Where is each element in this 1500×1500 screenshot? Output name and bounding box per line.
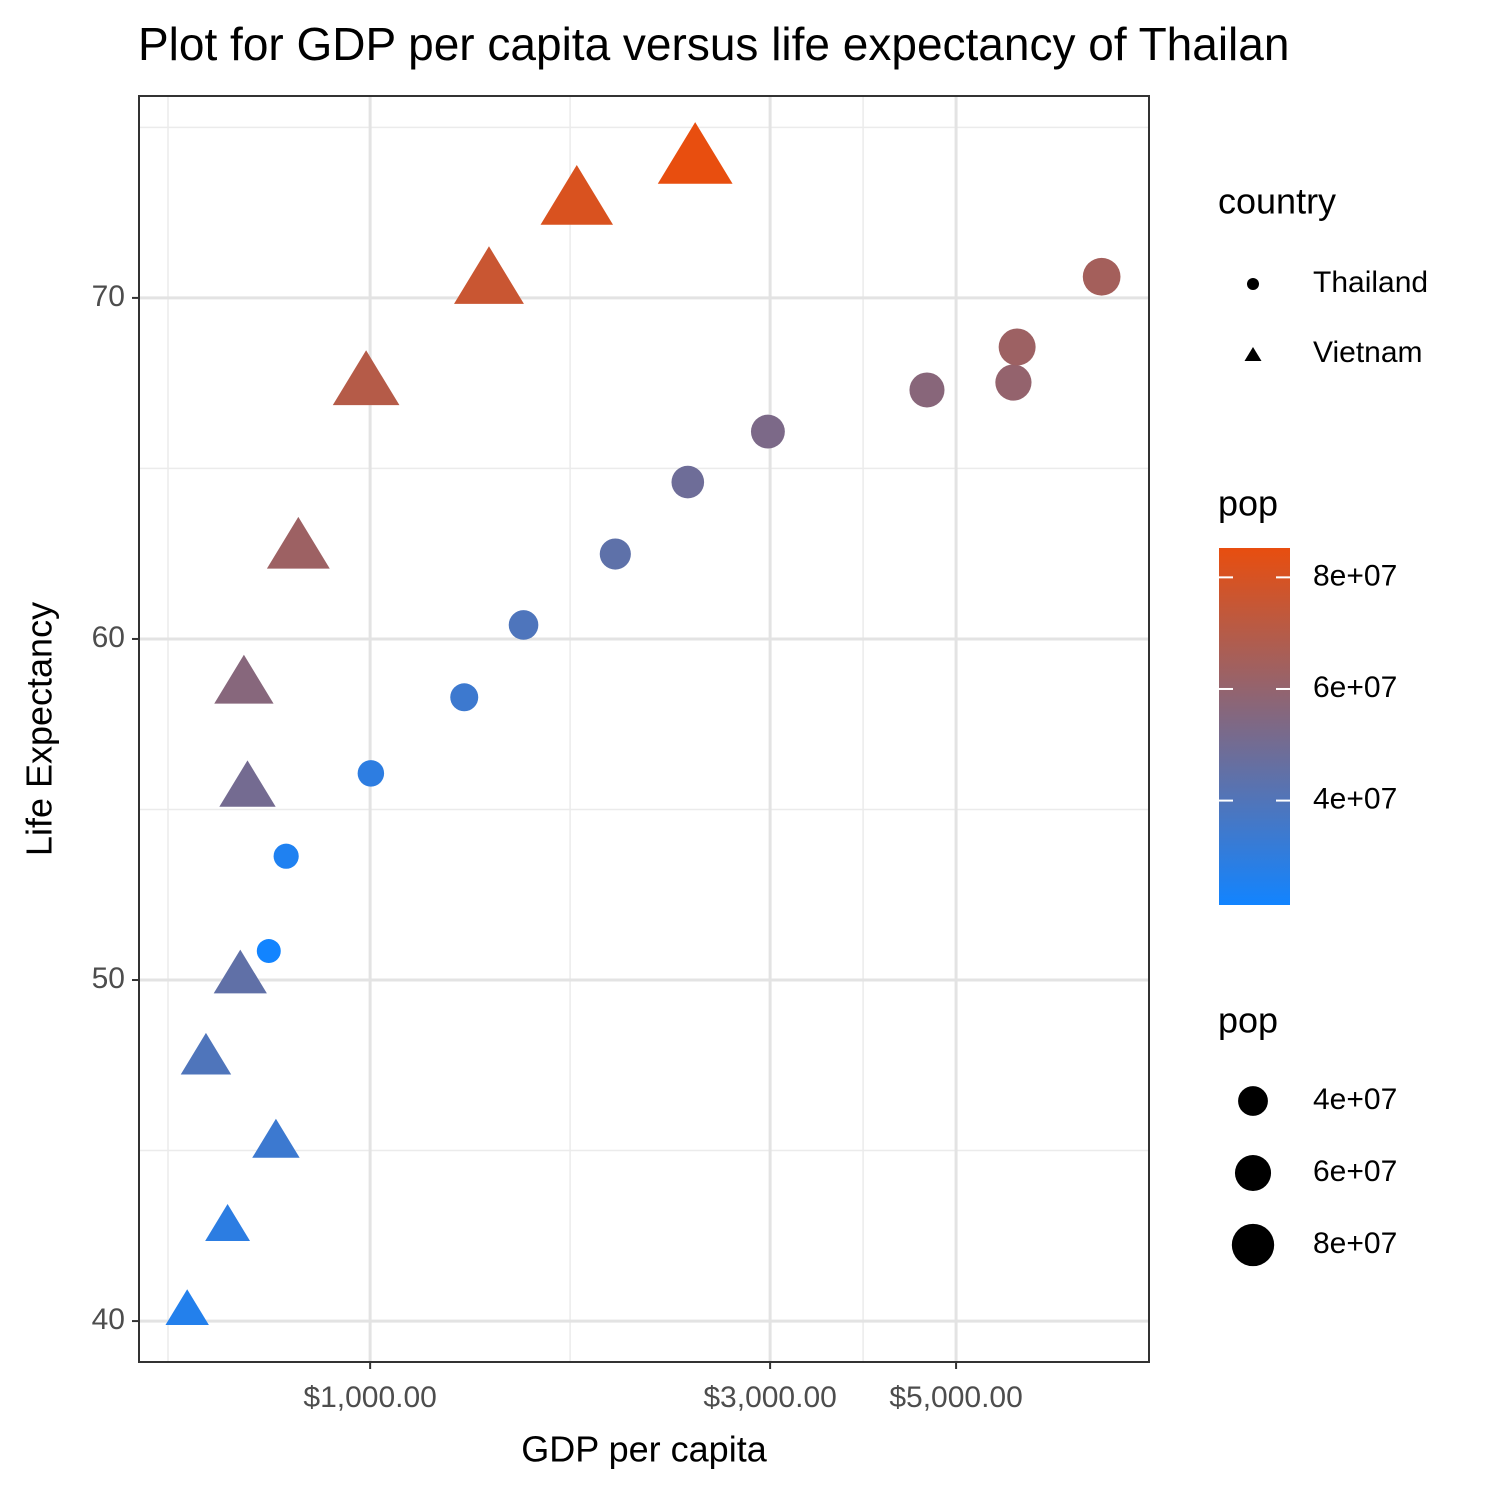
triangle-point	[214, 654, 274, 704]
x-axis-title: GDP per capita	[521, 1429, 767, 1470]
legend-label: Vietnam	[1313, 336, 1423, 369]
legend-label: 6e+07	[1313, 1155, 1397, 1188]
size-legend-key	[1238, 1086, 1268, 1116]
triangle-point	[657, 122, 733, 184]
triangle-point	[219, 760, 276, 807]
triangle-point	[252, 1118, 300, 1158]
triangle-point	[213, 949, 267, 994]
triangle-point	[540, 165, 614, 225]
y-tick-label: 60	[92, 621, 125, 654]
circle-point	[450, 683, 479, 712]
circle-point	[599, 538, 631, 570]
y-tick-label: 50	[92, 962, 125, 995]
triangle-point	[205, 1204, 251, 1241]
circle-point	[1082, 257, 1121, 296]
size-legend-key	[1234, 1154, 1272, 1192]
legend-label: 6e+07	[1313, 671, 1397, 704]
legend-label: 4e+07	[1313, 783, 1397, 816]
legend-label: 8e+07	[1313, 1227, 1397, 1260]
circle-point	[909, 372, 945, 408]
x-tick-label: $3,000.00	[703, 1381, 836, 1414]
legend-label: Thailand	[1313, 266, 1428, 299]
x-tick-label: $1,000.00	[303, 1381, 436, 1414]
circle-point	[508, 610, 539, 640]
y-tick-label: 40	[92, 1303, 125, 1336]
y-axis-title: Life Expectancy	[19, 602, 60, 856]
legend-symbol	[1244, 347, 1262, 361]
legend-label: 8e+07	[1313, 559, 1397, 592]
triangle-point	[332, 350, 400, 406]
colorbar	[1219, 548, 1290, 905]
legend-title: pop	[1218, 483, 1278, 524]
y-tick-label: 70	[92, 280, 125, 313]
circle-point	[256, 939, 281, 964]
circle-point	[750, 414, 785, 449]
legend-title: country	[1218, 181, 1336, 222]
legend-label: 4e+07	[1313, 1083, 1397, 1116]
triangle-point	[454, 246, 524, 304]
x-tick-label: $5,000.00	[889, 1381, 1022, 1414]
legend-title: pop	[1218, 1000, 1278, 1041]
size-legend-key	[1231, 1223, 1275, 1267]
circle-point	[995, 364, 1032, 401]
circle-point	[671, 465, 705, 499]
triangle-point	[180, 1032, 232, 1075]
legend-symbol	[1247, 278, 1259, 290]
triangle-point	[266, 516, 330, 569]
chart-title: Plot for GDP per capita versus life expe…	[138, 18, 1289, 70]
triangle-point	[165, 1289, 209, 1325]
circle-point	[998, 328, 1036, 366]
panel-border	[138, 95, 1150, 1363]
circle-point	[273, 843, 299, 869]
circle-point	[357, 760, 385, 787]
